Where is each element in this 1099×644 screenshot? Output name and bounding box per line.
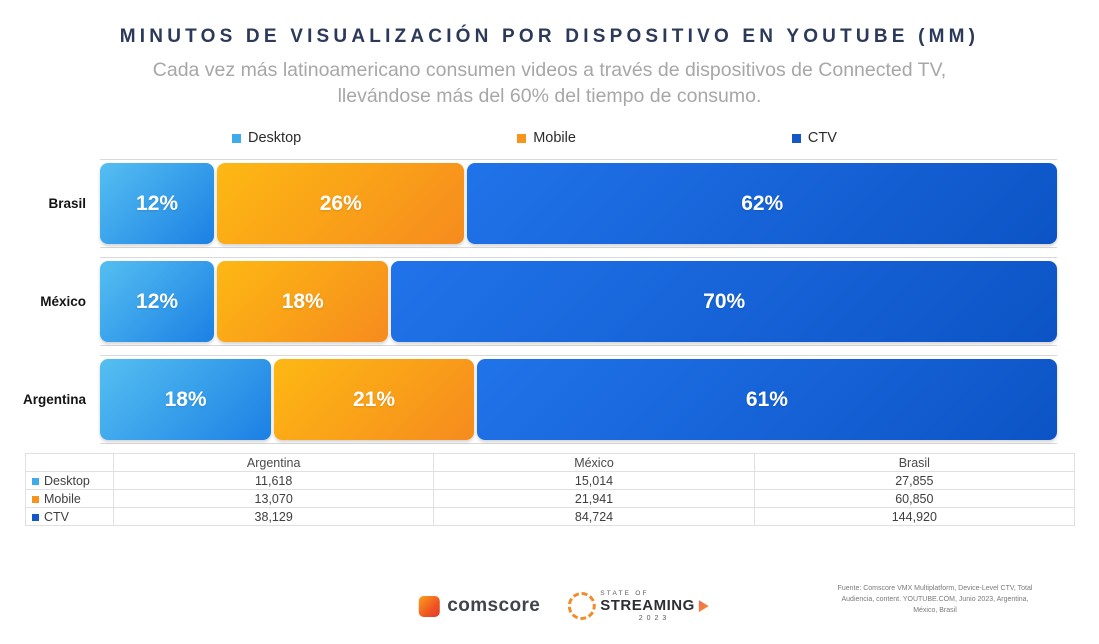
chart-subtitle: Cada vez más latinoamericano consumen vi…: [0, 57, 1099, 109]
table-column-header-argentina: Argentina: [112, 453, 435, 473]
table-row-label-text: Mobile: [44, 491, 81, 506]
table-row-label-text: Desktop: [44, 473, 90, 488]
table-cell-mobile-argentina: 13,070: [112, 489, 435, 509]
table-cell-mobile-brasil: 60,850: [753, 489, 1076, 509]
table-cell-desktop-mexico: 15,014: [433, 471, 755, 491]
subtitle-line-1: Cada vez más latinoamericano consumen vi…: [152, 59, 947, 81]
bar-row-mexico: México 12% 18% 70%: [0, 257, 1058, 347]
table-cell-mobile-mexico: 21,941: [433, 489, 755, 509]
table-row-label-mobile: Mobile: [25, 489, 114, 509]
bar-segment-argentina-ctv: 61%: [476, 359, 1057, 441]
table-corner-cell: [25, 453, 114, 473]
table-row-swatch-desktop: [32, 477, 39, 485]
legend-label-ctv: CTV: [807, 130, 837, 147]
table-cell-desktop-brasil: 27,855: [753, 471, 1076, 491]
stacked-bar-chart: Brasil 12% 26% 62% México 12% 18% 70% Argentina 1…: [0, 159, 1099, 445]
subtitle-line-2: llevándose más del 60% del tiempo de con…: [337, 85, 762, 108]
table-row-swatch-mobile: [32, 495, 39, 503]
comscore-mark-icon: [418, 595, 440, 617]
data-table: Argentina México Brasil Desktop 11,618 15,014…: [25, 453, 1076, 527]
legend-swatch-desktop: [232, 133, 241, 143]
table-row-desktop: Desktop 11,618 15,014 27,855: [25, 471, 1076, 491]
table-row-label-text: CTV: [44, 509, 69, 524]
streaming-wordmark-text: STREAMING: [600, 597, 695, 615]
bar-track-mexico: 12% 18% 70%: [100, 257, 1058, 347]
bar-row-brasil: Brasil 12% 26% 62%: [0, 159, 1058, 249]
comscore-logo-text: comscore: [447, 595, 541, 617]
bar-value-label: 12%: [136, 289, 179, 313]
table-cell-desktop-argentina: 11,618: [112, 471, 435, 491]
bar-value-label: 12%: [136, 191, 179, 215]
bar-track-argentina: 18% 21% 61%: [100, 355, 1057, 445]
footer-logos: comscore STATE OF STREAMING 2023: [418, 590, 709, 623]
category-label-brasil: Brasil: [48, 196, 86, 212]
source-note: Fuente: Comscore VMX Multiplatform, Devi…: [799, 584, 1071, 617]
chart-title: MINUTOS DE VISUALIZACIÓN POR DISPOSITIVO…: [119, 26, 980, 47]
table-row-swatch-ctv: [32, 513, 39, 521]
bar-value-label: 18%: [281, 289, 324, 313]
streaming-state-of-label: STATE OF: [600, 590, 649, 597]
legend-swatch-mobile: [517, 133, 527, 143]
table-cell-ctv-mexico: 84,724: [433, 507, 755, 527]
bar-segment-mexico-desktop: 12%: [100, 261, 215, 343]
category-label-mexico: México: [40, 294, 86, 310]
streaming-wordmark: STREAMING: [600, 597, 709, 614]
category-label-argentina: Argentina: [22, 392, 86, 408]
source-line-1: Fuente: Comscore VMX Multiplatform, Devi…: [837, 585, 1033, 592]
bar-segment-brasil-mobile: 26%: [217, 163, 465, 245]
bar-segment-brasil-ctv: 62%: [467, 163, 1058, 245]
legend: Desktop Mobile CTV: [232, 129, 1099, 147]
bar-track-brasil: 12% 26% 62%: [100, 159, 1058, 249]
bar-segment-argentina-mobile: 21%: [274, 359, 474, 441]
table-row-label-desktop: Desktop: [25, 471, 114, 491]
bar-value-label: 18%: [164, 387, 207, 411]
source-line-3: México, Brasil: [913, 606, 957, 614]
bar-value-label: 61%: [745, 387, 788, 411]
play-icon: [698, 600, 709, 613]
legend-label-desktop: Desktop: [248, 130, 302, 147]
bar-value-label: 70%: [703, 289, 746, 313]
table-header-row: Argentina México Brasil: [25, 453, 1076, 473]
legend-item-ctv: CTV: [791, 130, 837, 147]
bar-segment-brasil-desktop: 12%: [100, 163, 215, 245]
bar-segment-mexico-mobile: 18%: [217, 261, 389, 343]
legend-swatch-ctv: [791, 133, 801, 143]
bar-segment-argentina-desktop: 18%: [100, 359, 272, 441]
bar-value-label: 21%: [353, 387, 396, 411]
legend-item-mobile: Mobile: [517, 130, 576, 146]
footer: comscore STATE OF STREAMING 2023 Fuente:…: [0, 582, 1099, 632]
streaming-year-label: 2023: [638, 614, 671, 622]
table-column-header-brasil: Brasil: [753, 453, 1076, 473]
table-cell-ctv-brasil: 144,920: [753, 507, 1076, 527]
bar-value-label: 26%: [319, 191, 362, 215]
bar-segment-mexico-ctv: 70%: [391, 261, 1058, 343]
bar-value-label: 62%: [741, 191, 784, 215]
comscore-logo: comscore: [418, 595, 540, 617]
source-line-2: Audiencia, content. YOUTUBE.COM, Junio 2…: [841, 595, 1029, 603]
legend-item-desktop: Desktop: [232, 130, 301, 146]
table-cell-ctv-argentina: 38,129: [112, 507, 435, 527]
table-row-ctv: CTV 38,129 84,724 144,920: [25, 507, 1076, 527]
table-column-header-mexico: México: [433, 453, 755, 473]
table-row-label-ctv: CTV: [25, 507, 114, 527]
table-row-mobile: Mobile 13,070 21,941 60,850: [25, 489, 1076, 509]
bar-row-argentina: Argentina 18% 21% 61%: [0, 355, 1057, 445]
legend-label-mobile: Mobile: [533, 130, 576, 147]
slide: MINUTOS DE VISUALIZACIÓN POR DISPOSITIVO…: [0, 26, 1099, 644]
